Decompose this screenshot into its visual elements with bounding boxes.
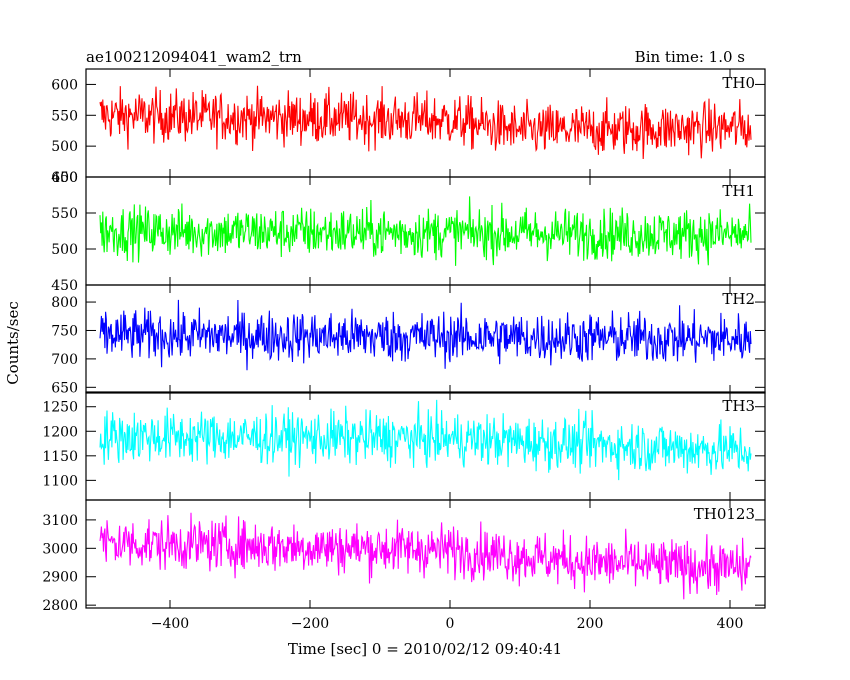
series-line-th0123 (99, 512, 752, 600)
y-axis-label: Counts/sec (4, 301, 22, 385)
y-tick-label: 600 (51, 77, 78, 93)
x-tick-label: −200 (291, 616, 329, 632)
series-label-th1: TH1 (722, 182, 755, 200)
series-line-th2 (99, 299, 752, 371)
y-tick-label: 450 (51, 170, 78, 186)
x-axis: −400 −200 0 200 400 (151, 616, 744, 632)
panel-th3: 1100 1150 1200 1250 TH3 (42, 391, 766, 501)
panels-group: 450 500 550 600 TH0 450 500 550 600 TH1 650 700 750 8… (42, 68, 766, 614)
series-label-th2: TH2 (722, 290, 755, 308)
panel-frame (85, 499, 766, 609)
y-tick-label: 2800 (42, 598, 78, 614)
y-tick-label: 650 (51, 380, 78, 396)
chart-title: ae100212094041_wam2_trn (86, 48, 302, 66)
y-tick-label: 550 (51, 108, 78, 124)
y-tick-label: 1250 (42, 400, 78, 416)
series-line-th1 (99, 196, 752, 266)
y-tick-label: 750 (51, 323, 78, 339)
panel-frame (85, 284, 766, 394)
x-tick-label: −400 (151, 616, 189, 632)
y-tick-label: 3100 (42, 513, 78, 529)
y-tick-label: 500 (51, 242, 78, 258)
y-tick-label: 450 (51, 278, 78, 294)
y-tick-label: 2900 (42, 570, 78, 586)
panel-th1: 450 500 550 600 TH1 (51, 170, 766, 294)
series-label-th0123: TH0123 (694, 505, 755, 523)
panel-th0: 450 500 550 600 TH0 (51, 68, 766, 186)
series-line-th3 (99, 399, 752, 481)
x-tick-label: 200 (577, 616, 604, 632)
y-tick-label: 550 (51, 206, 78, 222)
series-label-th3: TH3 (722, 397, 755, 415)
y-tick-label: 500 (51, 139, 78, 155)
x-tick-label: 400 (717, 616, 744, 632)
series-label-th0: TH0 (722, 74, 755, 92)
y-tick-label: 1200 (42, 424, 78, 440)
y-tick-label: 700 (51, 352, 78, 368)
panel-th2: 650 700 750 800 TH2 (51, 284, 766, 396)
y-tick-label: 600 (51, 170, 78, 186)
y-tick-label: 3000 (42, 541, 78, 557)
panel-th0123: 2800 2900 3000 3100 TH0123 (42, 499, 766, 614)
y-tick-label: 1150 (42, 449, 78, 465)
y-tick-label: 800 (51, 295, 78, 311)
bin-time-label: Bin time: 1.0 s (635, 48, 745, 66)
x-tick-label: 0 (446, 616, 455, 632)
y-tick-label: 1100 (42, 473, 78, 489)
series-line-th0 (99, 85, 752, 160)
x-axis-label: Time [sec] 0 = 2010/02/12 09:40:41 (288, 640, 562, 658)
